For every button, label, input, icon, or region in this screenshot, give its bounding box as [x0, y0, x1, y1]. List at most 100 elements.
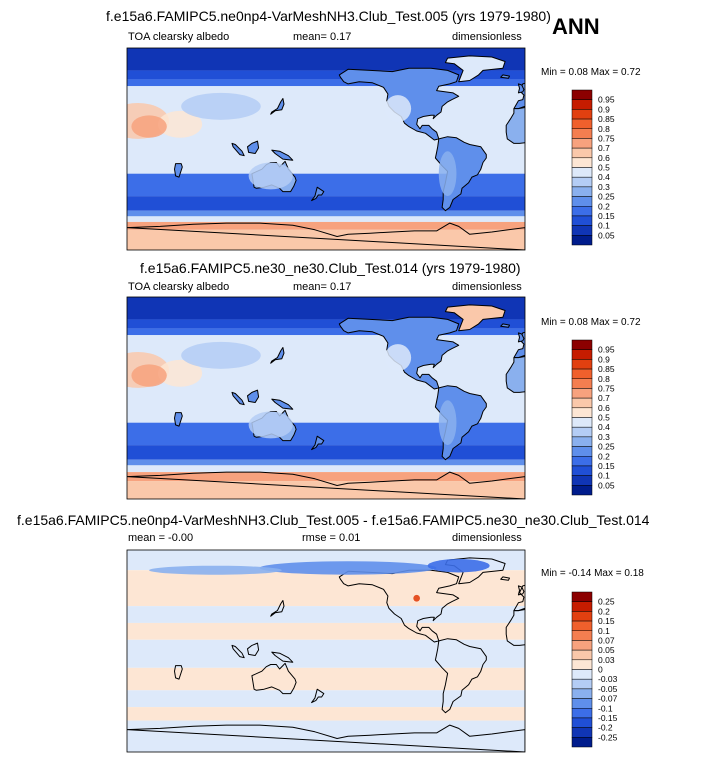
land-albedo-patch — [181, 341, 261, 369]
colorbar-box — [571, 649, 593, 661]
difference-patch — [427, 558, 490, 573]
coastline-japan — [270, 347, 285, 364]
field-band — [127, 459, 525, 466]
colorbar-box — [571, 475, 593, 486]
colorbar-box — [571, 698, 593, 709]
field-band — [127, 328, 525, 336]
colorbar-box — [571, 485, 593, 496]
colorbar-tick-label: 0.2 — [598, 451, 610, 461]
colorbar-box — [571, 456, 593, 467]
land-albedo-patch — [157, 359, 203, 387]
field-band — [127, 472, 525, 482]
panel-3-rmse-label: rmse = 0.01 — [302, 532, 361, 544]
coastline-antarctica — [127, 471, 525, 499]
land-albedo-patch — [181, 92, 261, 120]
colorbar-tick-label: -0.07 — [598, 694, 618, 704]
map-frame — [126, 296, 526, 500]
field-band — [127, 481, 525, 499]
colorbar-tick-label: 0.75 — [598, 383, 615, 393]
colorbar-box — [571, 659, 593, 670]
colorbar-box — [571, 737, 593, 748]
coastline-borneo — [247, 642, 260, 656]
panel-3-title: f.e15a6.FAMIPC5.ne0np4-VarMeshNH3.Club_T… — [17, 512, 650, 528]
colorbar-tick-label: 0.5 — [598, 163, 610, 173]
map-panel-3 — [126, 549, 526, 753]
colorbar-tick-label: 0.4 — [598, 422, 610, 432]
colorbar-tick-label: -0.05 — [598, 684, 618, 694]
field-band — [127, 606, 525, 623]
colorbar-tick-label: 0.25 — [598, 597, 615, 607]
coastline-japan — [270, 98, 285, 115]
coastline-japan — [270, 600, 285, 617]
colorbar-tick-label: 0.07 — [598, 635, 615, 645]
colorbar-box — [571, 397, 593, 409]
colorbar-box — [571, 128, 593, 139]
colorbar-box — [571, 225, 593, 236]
colorbar-tick-label: 0.25 — [598, 192, 615, 202]
colorbar-box — [571, 591, 593, 602]
land-albedo-patch — [384, 344, 412, 372]
coastline-madagascar — [174, 163, 183, 178]
land-albedo-patch — [438, 400, 457, 446]
field-band — [127, 210, 525, 217]
field-band — [127, 707, 525, 721]
land-albedo-patch — [438, 151, 457, 197]
field-band — [127, 79, 525, 87]
field-band — [127, 70, 525, 80]
colorbar-box — [571, 708, 593, 719]
colorbar-box — [571, 109, 593, 120]
colorbar-box — [571, 176, 593, 188]
colorbar-box — [571, 407, 593, 418]
colorbar-tick-label: 0.25 — [598, 442, 615, 452]
coastline-iceland — [500, 74, 510, 79]
field-band — [127, 229, 525, 250]
difference-patch — [413, 594, 420, 602]
panel-1-title: f.e15a6.FAMIPC5.ne0np4-VarMeshNH3.Club_T… — [106, 8, 551, 24]
map-panel-2 — [126, 296, 526, 500]
colorbar-box — [571, 138, 593, 149]
colorbar-box — [571, 417, 593, 428]
field-band — [127, 465, 525, 473]
colorbar-1: 0.950.90.850.80.750.70.60.50.40.30.250.2… — [571, 89, 615, 246]
map-frame — [126, 47, 526, 251]
colorbar-tick-label: 0.05 — [598, 480, 615, 490]
map-frame — [126, 549, 526, 753]
panel-3-mean-label: mean = -0.00 — [128, 532, 194, 544]
land-albedo-patch — [131, 364, 167, 387]
panel-2-mean-label: mean= 0.17 — [293, 281, 352, 293]
colorbar-tick-label: 0.1 — [598, 626, 610, 636]
field-band — [127, 667, 525, 691]
colorbar-box — [571, 678, 593, 690]
colorbar-box — [571, 620, 593, 631]
field-band — [127, 319, 525, 329]
colorbar-2: 0.950.90.850.80.750.70.60.50.40.30.250.2… — [571, 339, 615, 496]
colorbar-tick-label: 0.8 — [598, 374, 610, 384]
field-band — [127, 690, 525, 708]
colorbar-tick-label: 0.8 — [598, 124, 610, 134]
coastline-borneo — [247, 140, 260, 154]
colorbar-tick-label: 0.9 — [598, 354, 610, 364]
difference-patch — [149, 565, 282, 575]
panel-2-units-label: dimensionless — [452, 281, 522, 293]
panel-1-minmax-label: Min = 0.08 Max = 0.72 — [541, 67, 641, 78]
colorbar-box — [571, 349, 593, 360]
colorbar-box — [571, 727, 593, 738]
coastline-uk — [517, 83, 525, 94]
colorbar-box — [571, 426, 593, 438]
colorbar-box — [571, 368, 593, 379]
colorbar-box — [571, 118, 593, 129]
colorbar-tick-label: 0.5 — [598, 413, 610, 423]
colorbar-tick-label: 0.2 — [598, 606, 610, 616]
colorbar-box — [571, 630, 593, 641]
colorbar-box — [571, 717, 593, 728]
coastline-uk — [517, 332, 525, 343]
colorbar-tick-label: 0.7 — [598, 143, 610, 153]
coastline-greenland — [444, 55, 506, 83]
colorbar-tick-label: 0.95 — [598, 345, 615, 355]
field-band — [127, 221, 525, 230]
coastline-antarctica — [127, 724, 525, 752]
season-label: ANN — [552, 14, 600, 39]
coastline-namerica — [338, 569, 460, 643]
colorbar-box — [571, 465, 593, 476]
colorbar-tick-label: 0.85 — [598, 114, 615, 124]
